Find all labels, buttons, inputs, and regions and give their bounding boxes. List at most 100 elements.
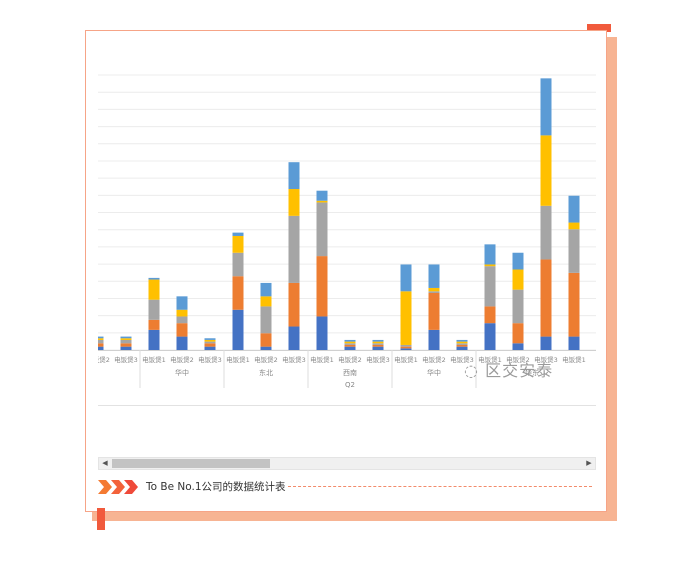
group-label: 华东 <box>525 368 539 377</box>
bar-segment <box>98 343 104 347</box>
bar-segment <box>176 316 188 324</box>
bar-segment <box>260 346 272 350</box>
dotted-divider <box>288 486 592 487</box>
bar-segment <box>344 339 356 342</box>
bar-segment <box>232 309 244 350</box>
chart-area: 电饭煲2 电饭煲3 电饭煲1 电饭煲2 电饭煲3 电饭煲1 电饭煲2 电饭煲3 电饭煲1 电饭煲2… <box>98 37 596 457</box>
bar-segment <box>176 296 188 310</box>
bar-segment <box>428 329 440 350</box>
bar-segment <box>344 346 356 350</box>
bar-segment <box>260 306 272 334</box>
bar-segment <box>316 202 328 257</box>
group-label: 西南 <box>343 368 357 377</box>
bar-segment <box>176 336 188 350</box>
bar-segment <box>428 291 440 293</box>
triple-chevron-icon <box>98 480 138 494</box>
bar-segment <box>120 343 132 347</box>
bar-segment <box>372 339 384 342</box>
bar-segment <box>204 338 216 340</box>
bar-segment <box>540 135 552 206</box>
group-label: 华中 <box>427 368 441 377</box>
bar-segment <box>98 336 104 339</box>
bar-segment <box>372 341 384 344</box>
watermark-text: 区交安泰 <box>485 361 554 380</box>
corner-accent-top <box>587 24 611 32</box>
bar-segment <box>428 292 440 330</box>
bar-segment <box>484 266 496 307</box>
bar-segment <box>204 343 216 347</box>
bar-segment <box>428 287 440 292</box>
bar-segment <box>372 343 384 345</box>
bar-segment <box>344 341 356 344</box>
group-label: 东北 <box>259 368 273 377</box>
x-tick-label: 电饭煲1 <box>562 355 586 364</box>
footer-caption-bar: To Be No.1公司的数据统计表 <box>98 478 596 496</box>
bar-segment <box>484 264 496 267</box>
bar-segment <box>148 277 160 280</box>
x-tick-label: 电饭煲3 <box>450 355 474 364</box>
bar-segment <box>260 296 272 307</box>
bar-segment <box>98 339 104 344</box>
x-tick-label: 电饭煲2 <box>254 355 278 364</box>
x-tick-label: 电饭煲1 <box>142 355 166 364</box>
wechat-icon: ◌ <box>464 361 479 380</box>
corner-accent-bottom <box>97 508 105 530</box>
bar-segment <box>98 338 104 340</box>
bar-segment <box>568 336 580 350</box>
bar-segment <box>512 289 524 324</box>
horizontal-scrollbar[interactable]: ◀ ▶ <box>98 457 596 470</box>
x-tick-label: 电饭煲3 <box>366 355 390 364</box>
scroll-right-icon[interactable]: ▶ <box>586 459 592 467</box>
bar-segment <box>288 326 300 350</box>
x-tick-label: 电饭煲1 <box>226 355 250 364</box>
bar-segment <box>568 229 580 273</box>
footer-caption: To Be No.1公司的数据统计表 <box>146 481 286 493</box>
bar-segment <box>484 244 496 265</box>
bar-segment <box>400 348 412 350</box>
bar-segment <box>316 256 328 317</box>
bar-segment <box>204 341 216 344</box>
bar-segment <box>232 276 244 310</box>
bar-segment <box>400 264 412 292</box>
bar-segment <box>400 291 412 345</box>
x-tick-label: 电饭煲2 <box>506 355 530 364</box>
bar-segment <box>344 344 356 347</box>
x-tick-label: 电饭煲1 <box>478 355 502 364</box>
bar-segment <box>232 252 244 277</box>
chart-card: 电饭煲2 电饭煲3 电饭煲1 电饭煲2 电饭煲3 电饭煲1 电饭煲2 电饭煲3 电饭煲1 电饭煲2… <box>85 30 607 512</box>
bar-segment <box>148 299 160 320</box>
bar-segment <box>316 200 328 203</box>
x-tick-label: 电饭煲2 <box>422 355 446 364</box>
bar-segment <box>540 259 552 337</box>
x-tick-label: 电饭煲3 <box>282 355 306 364</box>
bar-segment <box>540 78 552 136</box>
bar-segment <box>204 339 216 342</box>
bar-segment <box>512 269 524 290</box>
bar-segment <box>400 346 412 349</box>
bar-segment <box>120 346 132 350</box>
bar-segment <box>568 222 580 230</box>
bar-segment <box>148 319 160 330</box>
bar-segment <box>232 235 244 253</box>
bar-segment <box>344 343 356 345</box>
bar-segment <box>120 336 132 339</box>
x-tick-label: 电饭煲1 <box>394 355 418 364</box>
bar-segment <box>176 309 188 317</box>
x-tick-label: 电饭煲3 <box>198 355 222 364</box>
bar-segment <box>148 329 160 350</box>
bar-segment <box>484 323 496 350</box>
bar-segment <box>120 339 132 344</box>
bar-segment <box>288 282 300 327</box>
scrollbar-thumb[interactable] <box>112 459 270 468</box>
bar-segment <box>428 264 440 288</box>
bar-segment <box>456 341 468 344</box>
bar-segment <box>456 339 468 342</box>
bar-segment <box>232 232 244 236</box>
x-tick-label: 电饭煲2 <box>338 355 362 364</box>
quarter-label: Q2 <box>345 381 355 389</box>
x-tick-label: 电饭煲2 <box>170 355 194 364</box>
scroll-left-icon[interactable]: ◀ <box>102 459 108 467</box>
bar-segment <box>120 338 132 340</box>
watermark: ◌ 区交安泰 <box>464 357 553 381</box>
bar-segment <box>540 336 552 350</box>
